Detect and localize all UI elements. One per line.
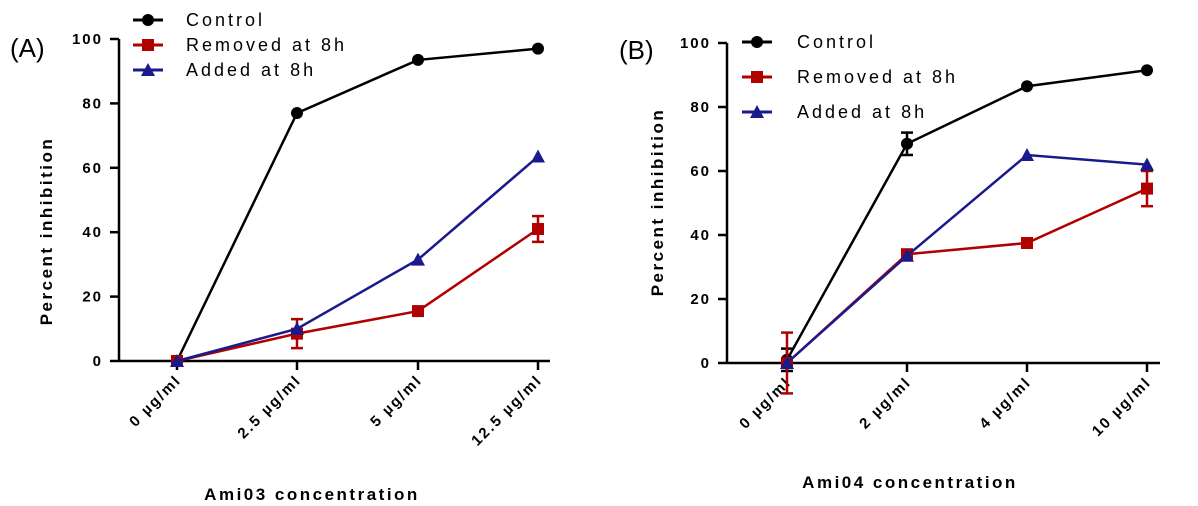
series-line — [176, 227, 539, 363]
data-point — [1141, 182, 1153, 195]
y-tick-label: 60 — [82, 160, 103, 177]
legend: Control Removed at 8h Added at 8h — [133, 10, 347, 80]
data-point — [290, 321, 304, 335]
x-axis-label-a: Ami03 concentration — [204, 485, 420, 504]
legend-marker — [141, 63, 155, 76]
data-point — [412, 305, 424, 318]
series-removed-at-8h — [171, 214, 544, 367]
data-point — [532, 42, 544, 55]
legend: Control Removed at 8h Added at 8h — [742, 32, 958, 122]
chart-panel-b: (B) Percent inhibition Ami04 concentrati… — [619, 32, 1160, 492]
chart-panel-a: (A) Percent inhibition Ami03 concentrati… — [10, 10, 550, 504]
legend-label: Added at 8h — [186, 60, 316, 80]
series-line — [786, 187, 1148, 364]
data-point — [901, 137, 913, 150]
y-tick-label: 20 — [690, 291, 711, 308]
legend-marker — [142, 14, 154, 26]
panel-letter-a: (A) — [10, 33, 45, 63]
data-point — [531, 149, 545, 163]
legend-label: Removed at 8h — [797, 67, 958, 87]
y-tick-label: 60 — [690, 163, 711, 180]
x-axis-label-b: Ami04 concentration — [802, 473, 1018, 492]
legend-marker — [142, 39, 154, 51]
series-added-at-8h — [170, 149, 545, 367]
series-line — [785, 68, 1148, 361]
data-point — [412, 53, 424, 66]
data-point — [291, 107, 303, 120]
data-point — [900, 248, 914, 262]
y-axis-label-a: Percent inhibition — [37, 137, 56, 326]
y-tick-label: 0 — [93, 353, 103, 370]
series-control — [171, 42, 544, 367]
x-tick-label: 4 µg/ml — [976, 374, 1035, 433]
data-point — [532, 222, 544, 235]
x-tick-label: 2.5 µg/ml — [234, 372, 304, 442]
data-point — [1141, 64, 1153, 77]
legend-marker — [751, 71, 763, 83]
data-point — [170, 354, 184, 367]
y-tick-label: 100 — [680, 35, 711, 52]
data-point — [1020, 148, 1034, 161]
y-tick-label: 100 — [72, 31, 103, 48]
series-line — [175, 47, 539, 362]
legend-label: Removed at 8h — [186, 35, 347, 55]
legend-marker — [750, 105, 764, 118]
legend-marker — [751, 36, 763, 48]
x-tick-label: 12.5 µg/ml — [468, 372, 546, 450]
y-tick-label: 80 — [82, 95, 103, 112]
y-tick-label: 40 — [82, 224, 103, 241]
legend-label: Control — [186, 10, 265, 30]
y-tick-label: 0 — [701, 355, 711, 372]
panel-letter-b: (B) — [619, 35, 654, 65]
y-axis-label-b: Percent inhibition — [648, 108, 667, 297]
data-point — [780, 356, 794, 369]
data-point — [1140, 157, 1154, 171]
x-tick-label: 10 µg/ml — [1089, 374, 1155, 440]
y-tick-label: 20 — [82, 289, 103, 306]
data-point — [411, 252, 425, 266]
x-tick-label: 5 µg/ml — [367, 372, 426, 431]
data-point — [1021, 80, 1033, 93]
series-line — [786, 153, 1148, 364]
series-added-at-8h — [780, 148, 1154, 369]
x-tick-label: 2 µg/ml — [856, 374, 915, 433]
data-point — [1021, 237, 1033, 249]
legend-label: Control — [797, 32, 876, 52]
y-tick-label: 80 — [690, 99, 711, 116]
x-tick-label: 0 µg/ml — [126, 372, 185, 431]
legend-label: Added at 8h — [797, 102, 927, 122]
y-tick-label: 40 — [690, 227, 711, 244]
series-line — [176, 155, 539, 363]
